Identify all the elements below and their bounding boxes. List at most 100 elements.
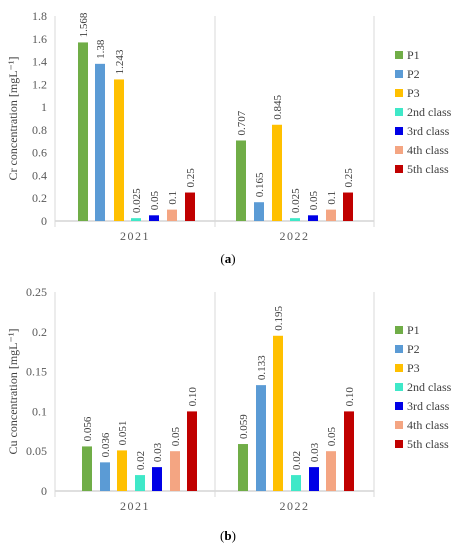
bar [170, 451, 180, 491]
legend-label: P2 [407, 67, 420, 81]
legend-swatch [395, 51, 403, 59]
bar [291, 475, 301, 491]
bar [187, 411, 197, 491]
data-label: 0.25 [343, 168, 355, 188]
legend-label: 4th class [407, 143, 449, 157]
bar [343, 192, 353, 221]
data-label: 0.02 [135, 451, 147, 470]
bar [114, 79, 124, 221]
y-tick-label: 0.05 [26, 444, 47, 458]
legend-swatch [395, 70, 403, 78]
bar [95, 63, 105, 222]
legend-label: P1 [407, 323, 420, 337]
caption-b: (b) [220, 528, 236, 543]
data-label: 0.03 [309, 442, 321, 462]
legend-label: 5th class [407, 162, 449, 176]
bar [273, 335, 283, 491]
legend-swatch [395, 440, 403, 448]
y-tick-label: 0.8 [32, 123, 47, 137]
legend-label: 5th class [407, 437, 449, 451]
data-label: 0.059 [238, 414, 250, 439]
y-tick-label: 0.4 [32, 168, 47, 182]
data-label: 0.133 [256, 355, 268, 380]
y-axis-label: Cr concentration [mgL⁻¹] [6, 57, 20, 181]
legend-swatch [395, 364, 403, 372]
data-label: 1.38 [95, 39, 107, 59]
bar [326, 209, 336, 221]
data-label: 0.10 [344, 387, 356, 407]
y-tick-label: 0 [41, 484, 47, 498]
y-tick-label: 0.1 [32, 404, 47, 418]
data-label: 0.05 [149, 191, 161, 211]
bar [272, 124, 282, 221]
x-tick-label: 2021 [120, 499, 150, 513]
bar [236, 140, 246, 221]
bar [309, 467, 319, 491]
y-axis-label: Cu concentration [mgL⁻¹] [6, 329, 20, 455]
legend-label: 4th class [407, 418, 449, 432]
y-tick-label: 1.6 [32, 32, 47, 46]
data-label: 0.1 [326, 191, 338, 205]
bar [152, 467, 162, 491]
data-label: 0.25 [185, 168, 197, 188]
bar [131, 218, 141, 221]
data-label: 1.568 [78, 12, 90, 37]
data-label: 0.056 [82, 416, 94, 441]
data-label: 1.243 [114, 49, 126, 74]
data-label: 0.1 [167, 191, 179, 205]
legend-label: P3 [407, 361, 420, 375]
legend-swatch [395, 127, 403, 135]
y-tick-label: 0.2 [32, 191, 47, 205]
y-tick-label: 1.8 [32, 9, 47, 23]
caption-b-letter: b [224, 528, 232, 543]
bar [78, 42, 88, 221]
legend-swatch [395, 89, 403, 97]
legend-label: 3rd class [407, 399, 450, 413]
legend-swatch [395, 402, 403, 410]
legend-swatch [395, 345, 403, 353]
data-label: 0.845 [272, 95, 284, 120]
y-tick-label: 0.15 [26, 365, 47, 379]
data-label: 0.707 [236, 110, 248, 135]
legend-swatch [395, 383, 403, 391]
y-tick-label: 1.4 [32, 55, 47, 69]
y-tick-label: 0.6 [32, 146, 47, 160]
y-tick-label: 1 [41, 100, 47, 114]
x-tick-label: 2021 [120, 229, 150, 243]
bar [238, 444, 248, 491]
caption-a: (a) [220, 251, 236, 266]
data-label: 0.025 [290, 188, 302, 213]
caption-a-letter: a [224, 251, 232, 266]
bar [344, 411, 354, 491]
legend-label: 3rd class [407, 124, 450, 138]
bar [254, 202, 264, 221]
legend-label: P1 [407, 48, 420, 62]
data-label: 0.03 [152, 442, 164, 462]
bar [185, 192, 195, 221]
bar [256, 385, 266, 491]
legend-label: 2nd class [407, 380, 452, 394]
y-tick-label: 1.2 [32, 77, 47, 91]
data-label: 0.10 [187, 387, 199, 407]
legend-label: P3 [407, 86, 420, 100]
data-label: 0.05 [308, 191, 320, 211]
data-label: 0.036 [100, 432, 112, 457]
data-label: 0.05 [326, 426, 338, 446]
legend-swatch [395, 165, 403, 173]
bar [82, 446, 92, 491]
legend-label: 2nd class [407, 105, 452, 119]
data-label: 0.025 [131, 188, 143, 213]
bar [290, 218, 300, 221]
data-label: 0.02 [291, 451, 303, 470]
y-tick-label: 0.25 [26, 285, 47, 299]
bar [308, 215, 318, 221]
data-label: 0.051 [117, 421, 129, 446]
legend-swatch [395, 326, 403, 334]
bar [326, 451, 336, 491]
legend-swatch [395, 421, 403, 429]
chart-panel-b: 0 0.05 0.1 0.15 0.2 0.25 Cu concentration [mgL… [6, 285, 452, 513]
data-label: 0.05 [170, 426, 182, 446]
x-tick-label: 2022 [280, 499, 310, 513]
y-tick-label: 0 [41, 214, 47, 228]
